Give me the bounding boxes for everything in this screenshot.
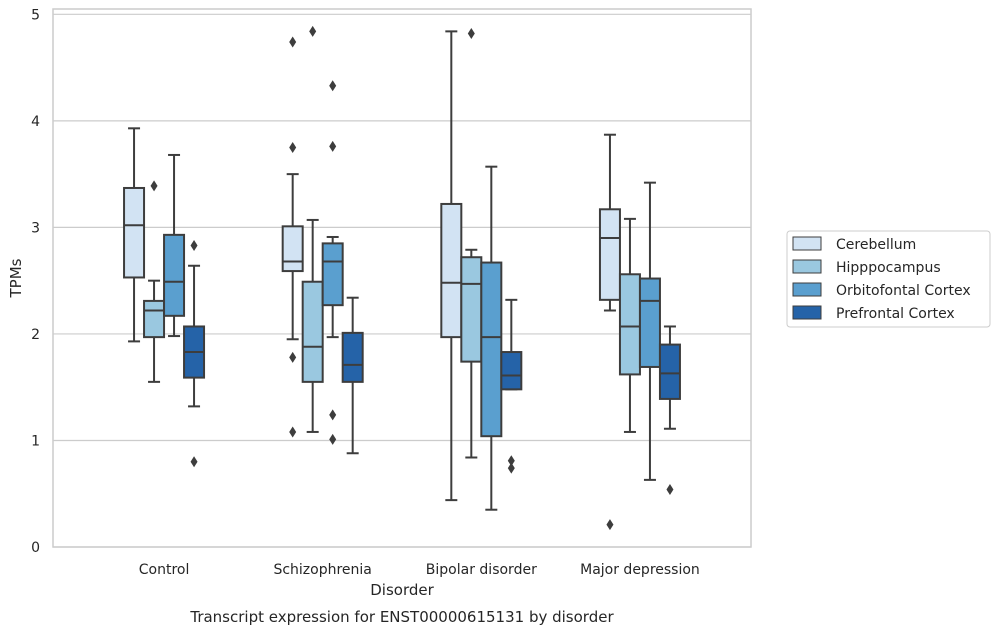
legend-swatch (792, 236, 822, 251)
y-tick-labels: 0 1 2 3 4 5 (31, 7, 40, 556)
chart-caption: Transcript expression for ENST0000061513… (189, 608, 614, 626)
y-tick-label: 1 (31, 433, 40, 449)
box-body (143, 299, 166, 339)
outlier-point (309, 25, 317, 37)
box-2-0 (440, 30, 463, 502)
outlier-point (289, 351, 297, 363)
x-tick-label: Control (139, 562, 190, 578)
box-body (618, 273, 641, 376)
outlier-point (289, 426, 297, 438)
outlier-point (606, 519, 614, 531)
box-body (460, 256, 483, 363)
box-2-3 (500, 298, 523, 474)
box-3-0 (598, 133, 621, 531)
outlier-point (150, 180, 158, 192)
outlier-point (507, 462, 515, 474)
x-tick-label: Schizophrenia (273, 562, 371, 578)
box-1-0 (281, 36, 304, 438)
box-3-3 (658, 325, 681, 495)
y-tick-label: 4 (31, 114, 40, 130)
legend-label: Orbitofontal Cortex (836, 283, 971, 299)
legend-frame (786, 230, 991, 328)
outlier-point (666, 483, 674, 495)
outlier-point (507, 455, 515, 467)
box-1-3 (341, 296, 364, 455)
x-tick-labels: Control Schizophrenia Bipolar disorder Majo… (139, 562, 700, 578)
box-body (480, 261, 503, 438)
x-tick-label: Major depression (580, 562, 700, 578)
outlier-point (329, 433, 337, 445)
box-plot-boxes (123, 25, 681, 531)
box-body (658, 343, 681, 400)
outlier-point (329, 80, 337, 92)
box-body (301, 280, 324, 383)
x-axis-title: Disorder (370, 581, 434, 599)
box-1-1 (301, 25, 324, 433)
plot-frame (52, 8, 752, 548)
y-tick-label: 3 (31, 220, 40, 236)
box-0-0 (123, 127, 146, 343)
box-body (163, 233, 186, 317)
y-tick-label: 0 (31, 540, 40, 556)
outlier-point (190, 456, 198, 468)
box-2-2 (480, 165, 503, 511)
box-body (281, 225, 304, 273)
box-body (638, 277, 661, 368)
box-body (321, 242, 344, 307)
outlier-point (329, 409, 337, 421)
outlier-point (289, 141, 297, 153)
legend-swatch (792, 305, 822, 320)
box-body (500, 351, 523, 391)
x-tick-label: Bipolar disorder (426, 562, 537, 578)
box-body (123, 186, 146, 279)
box-body (341, 331, 364, 383)
box-3-1 (618, 217, 641, 433)
outlier-point (329, 140, 337, 152)
y-axis-title: TPMs (7, 258, 25, 298)
box-0-2 (163, 153, 186, 338)
box-0-1 (143, 180, 166, 383)
box-2-1 (460, 28, 483, 459)
legend-label: Prefrontal Cortex (836, 306, 955, 322)
legend-label: Hipppocampus (836, 260, 941, 276)
legend-swatch (792, 282, 822, 297)
box-body (440, 202, 463, 339)
box-3-2 (638, 181, 661, 481)
box-body (598, 208, 621, 301)
box-1-2 (321, 80, 344, 445)
legend: Cerebellum Hipppocampus Orbitofontal Corte… (786, 230, 991, 328)
legend-label: Cerebellum (836, 237, 916, 253)
outlier-point (190, 240, 198, 252)
y-tick-label: 2 (31, 327, 40, 343)
outlier-point (467, 28, 475, 40)
outlier-point (289, 36, 297, 48)
legend-swatch (792, 259, 822, 274)
box-0-3 (183, 240, 206, 468)
y-tick-label: 5 (31, 7, 40, 23)
